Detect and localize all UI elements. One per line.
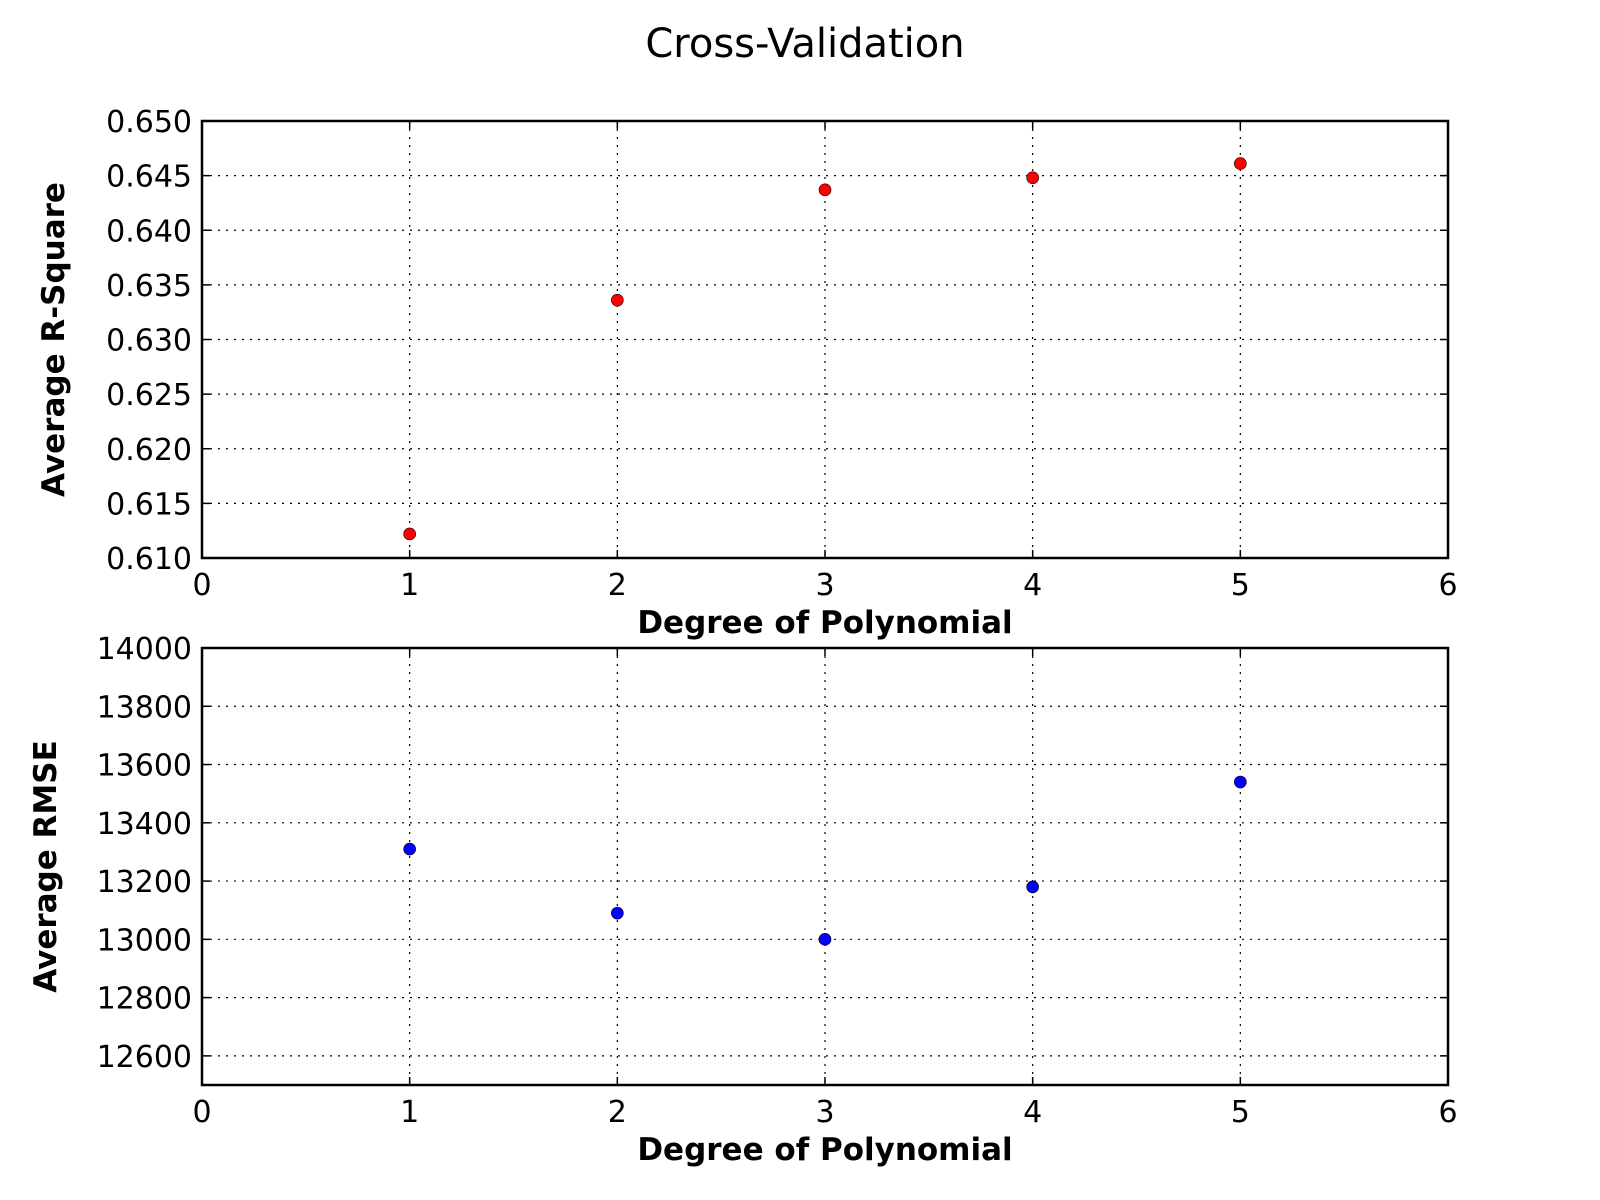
- y-tick-label: 14000: [97, 632, 192, 667]
- subplot-1: 0 1 2 3 4 5 6 0.610 0.615 0.620 0.625 0.630 0.635 0.6…: [36, 105, 1458, 641]
- y-tick-label: 13200: [97, 865, 192, 900]
- y-tick-label: 12600: [97, 1040, 192, 1075]
- x-tick-label: 6: [1438, 1095, 1457, 1130]
- x-tick-label: 6: [1438, 568, 1457, 603]
- x-axis-label: Degree of Polynomial: [637, 1132, 1012, 1168]
- data-point: [611, 293, 624, 307]
- y-tick-label: 0.610: [106, 542, 192, 577]
- x-tick-label: 5: [1231, 568, 1250, 603]
- data-point: [818, 183, 832, 197]
- x-tick-label: 2: [608, 568, 627, 603]
- x-tick-label: 2: [608, 1095, 627, 1130]
- data-point: [818, 933, 832, 946]
- y-tick-label: 0.630: [106, 324, 192, 359]
- y-tick-label: 0.635: [106, 269, 192, 304]
- x-tick-label: 3: [815, 568, 834, 603]
- y-axis-label: Average RMSE: [28, 740, 64, 993]
- x-tick-label: 1: [400, 568, 419, 603]
- data-point: [403, 527, 416, 541]
- figure-title: Cross-Validation: [645, 21, 964, 67]
- data-point: [1026, 171, 1039, 185]
- x-tick-label: 4: [1023, 1095, 1042, 1130]
- y-tick-label: 0.640: [106, 214, 192, 249]
- subplots: 0 1 2 3 4 5 6 0.610 0.615 0.620 0.625 0.630 0.635 0.6…: [28, 105, 1458, 1168]
- x-tick-label: 0: [192, 1095, 211, 1130]
- y-tick-label: 0.650: [106, 105, 192, 140]
- data-point: [1026, 880, 1039, 894]
- y-tick-label: 13400: [97, 807, 192, 842]
- x-tick-label: 0: [192, 568, 211, 603]
- plot-frame: [200, 646, 1450, 1087]
- y-tick-label: 12800: [97, 982, 192, 1017]
- subplot-2: 0 1 2 3 4 5 6 12600 12800 13000 13200 13400 13600 138…: [28, 632, 1458, 1168]
- y-tick-label: 13600: [97, 749, 192, 784]
- y-axis-label: Average R-Square: [36, 182, 72, 497]
- y-tick-label: 0.645: [106, 160, 192, 195]
- x-tick-label: 3: [815, 1095, 834, 1130]
- y-tick-label: 0.620: [106, 433, 192, 468]
- data-point: [611, 906, 624, 920]
- x-tick-label: 1: [400, 1095, 419, 1130]
- data-point: [1234, 775, 1247, 789]
- data-point: [1234, 157, 1247, 170]
- y-tick-label: 13800: [97, 690, 192, 725]
- x-tick-label: 4: [1023, 568, 1042, 603]
- x-axis-label: Degree of Polynomial: [637, 605, 1012, 641]
- y-tick-label: 13000: [97, 923, 192, 958]
- data-point: [403, 842, 416, 856]
- y-tick-label: 0.625: [106, 378, 192, 413]
- y-tick-label: 0.615: [106, 487, 192, 522]
- plot-frame: [200, 119, 1450, 560]
- x-tick-label: 5: [1231, 1095, 1250, 1130]
